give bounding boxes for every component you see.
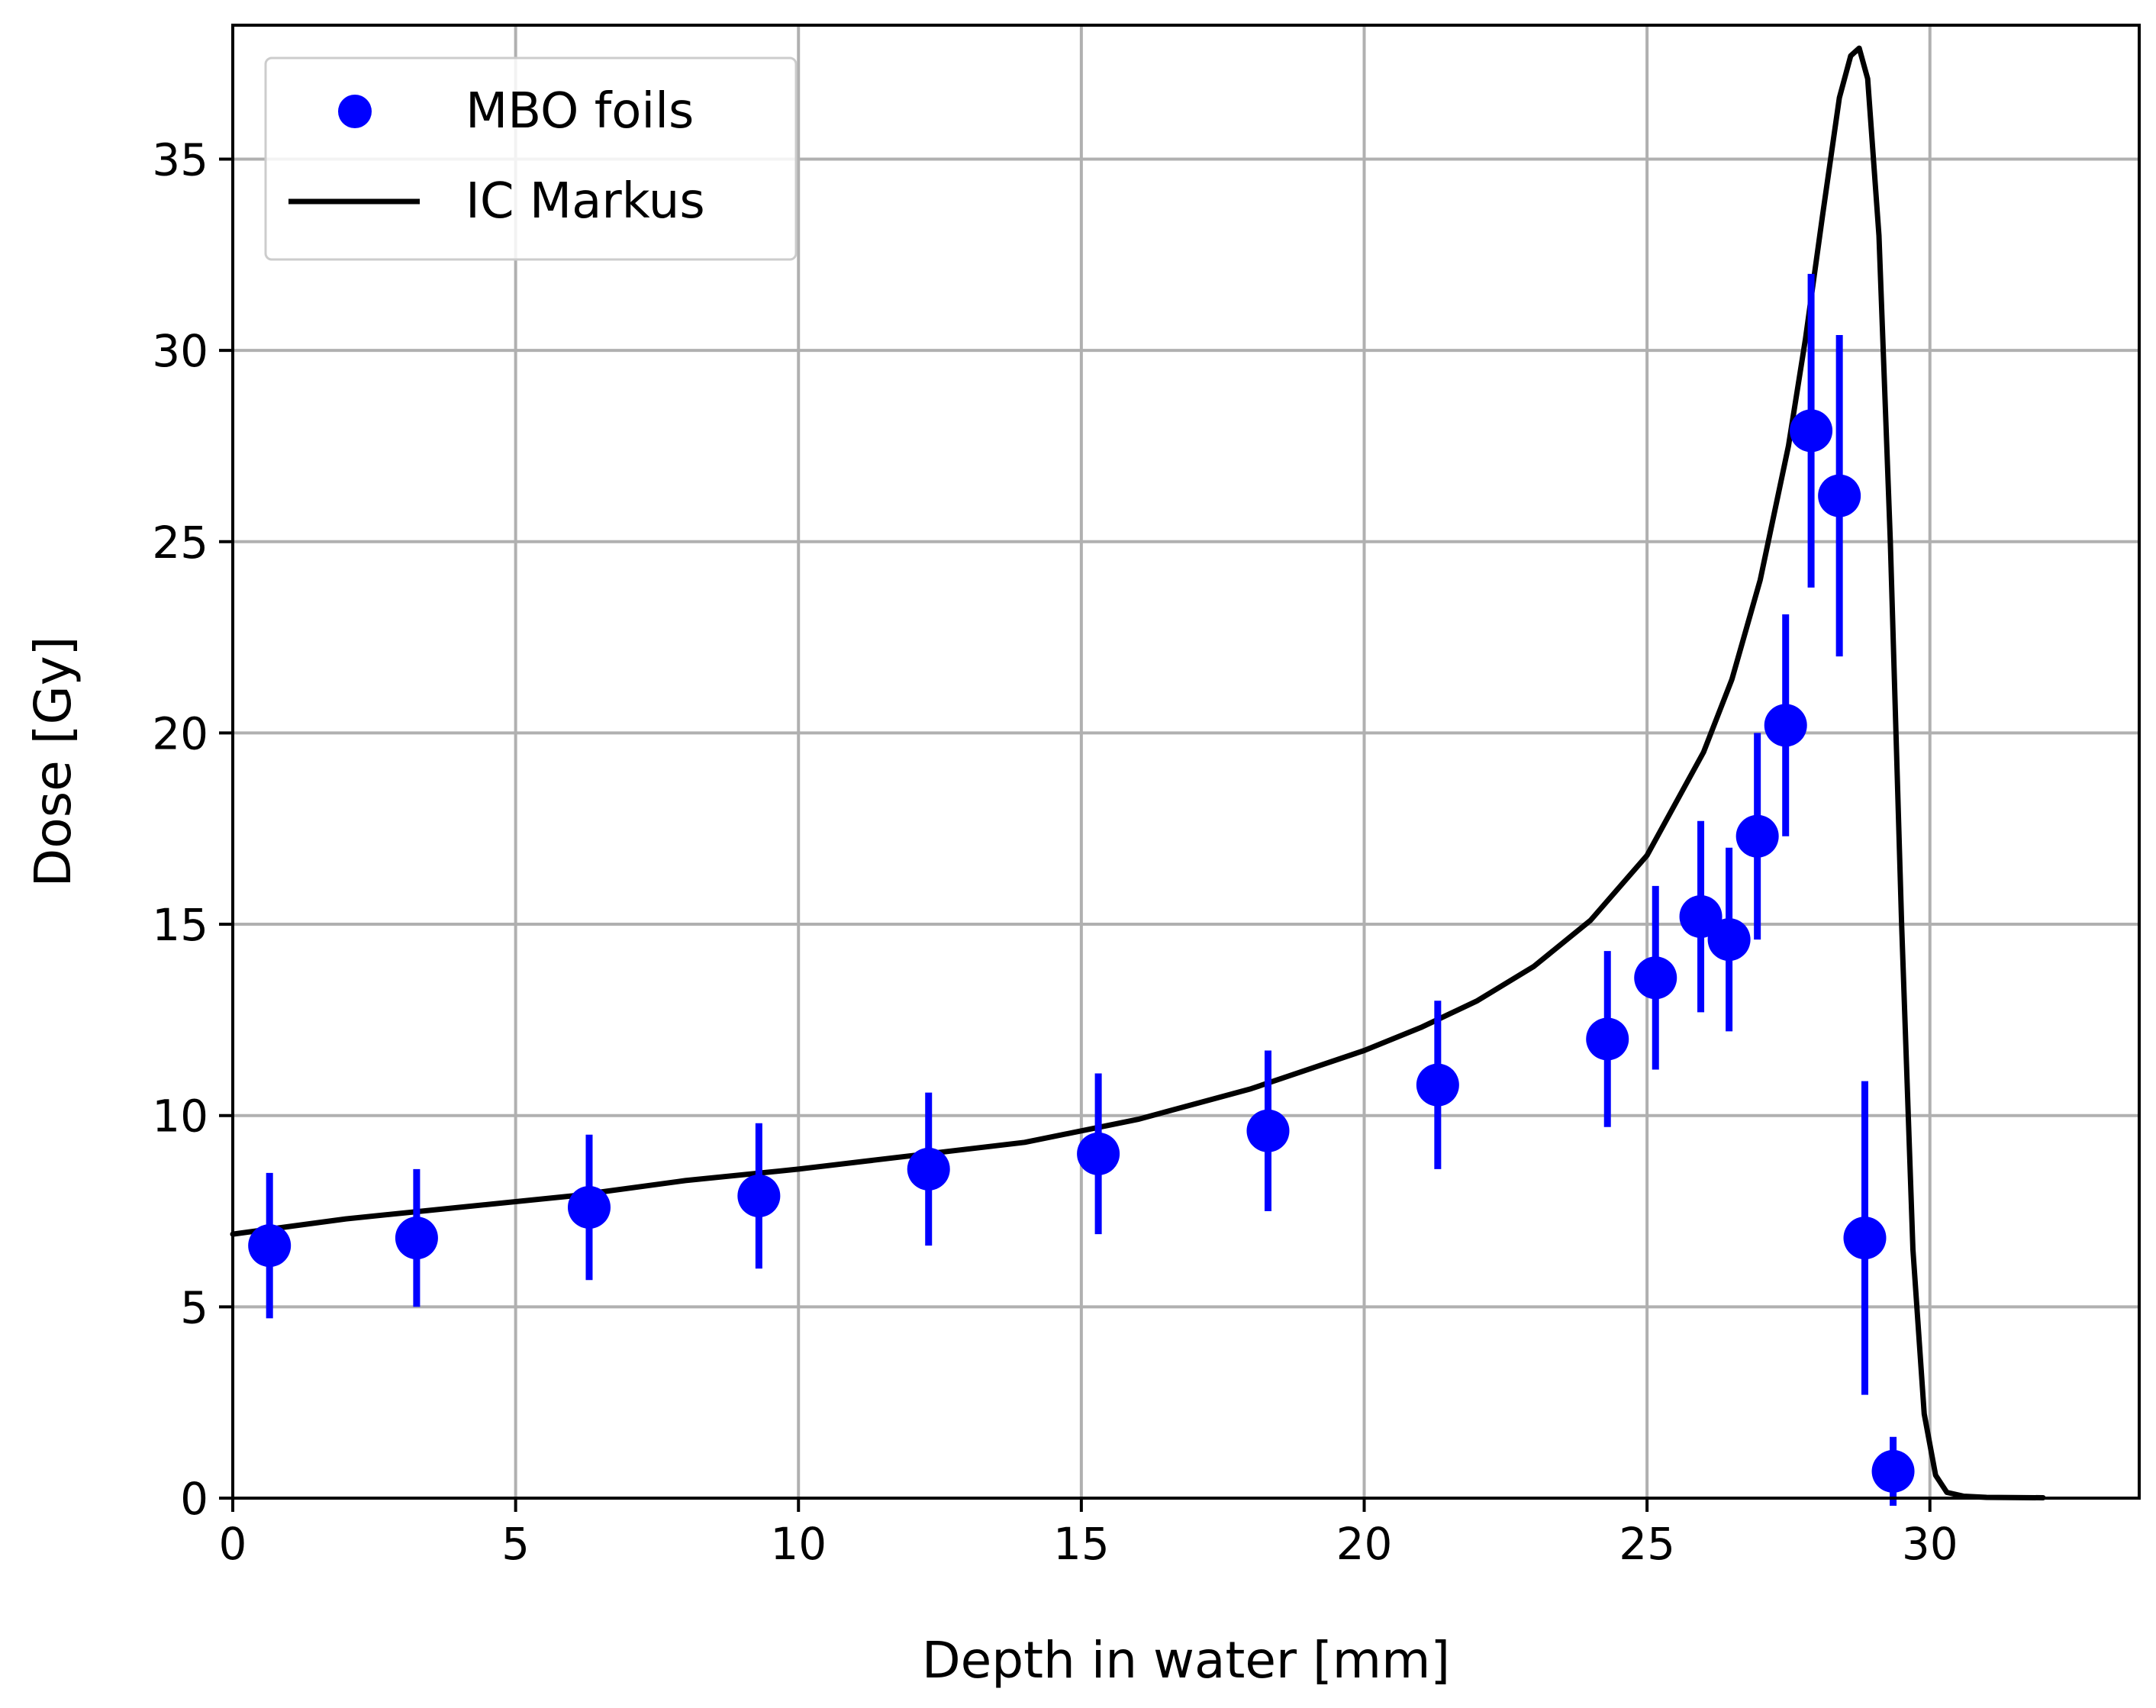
y-tick-label: 25 [152, 517, 208, 569]
data-point [1077, 1132, 1120, 1175]
data-point [1634, 956, 1677, 1000]
x-tick-label: 20 [1336, 1518, 1393, 1570]
x-tick-label: 10 [770, 1518, 827, 1570]
ic-markus-curve [230, 45, 2046, 1500]
x-tick-label: 25 [1619, 1518, 1675, 1570]
y-tick-label: 15 [152, 899, 208, 951]
data-point [1843, 1217, 1887, 1260]
data-point [248, 1224, 292, 1268]
data-point [1790, 409, 1833, 453]
ic-markus-line [230, 45, 2046, 1500]
data-point [1679, 895, 1723, 939]
plot-frame [231, 24, 2141, 1500]
legend: MBO foils IC Markus [264, 56, 798, 261]
y-tick-label: 0 [180, 1473, 208, 1525]
axis-ticks: 0 5 10 15 20 25 30 0 5 10 15 20 25 30 35 [152, 134, 1958, 1570]
data-point [1707, 918, 1751, 962]
data-point [567, 1186, 611, 1229]
x-axis-label: Depth in water [mm] [922, 1631, 1450, 1690]
legend-box [264, 56, 798, 261]
y-axis-label: Dose [Gy] [24, 636, 82, 888]
data-point [1735, 814, 1779, 858]
y-tick-label: 20 [152, 707, 208, 759]
data-point [1871, 1449, 1915, 1493]
y-tick-label: 35 [152, 134, 208, 185]
mbo-foil-points [248, 273, 1915, 1507]
legend-marker-mbo-foils [338, 95, 372, 128]
data-point [1586, 1017, 1629, 1061]
data-point [1818, 474, 1861, 517]
data-point [395, 1217, 438, 1260]
y-tick-label: 5 [180, 1281, 208, 1333]
legend-label-mbo-foils: MBO foils [466, 83, 694, 140]
data-point [1246, 1109, 1290, 1152]
y-tick-label: 10 [152, 1091, 208, 1142]
x-tick-label: 0 [219, 1518, 247, 1570]
y-tick-label: 30 [152, 325, 208, 377]
data-point [737, 1174, 781, 1217]
x-tick-label: 30 [1902, 1518, 1958, 1570]
x-tick-label: 5 [501, 1518, 530, 1570]
data-point [1416, 1063, 1459, 1107]
legend-label-ic-markus: IC Markus [466, 173, 705, 230]
data-point [907, 1147, 950, 1191]
data-point [1764, 704, 1807, 747]
x-tick-label: 15 [1053, 1518, 1110, 1570]
